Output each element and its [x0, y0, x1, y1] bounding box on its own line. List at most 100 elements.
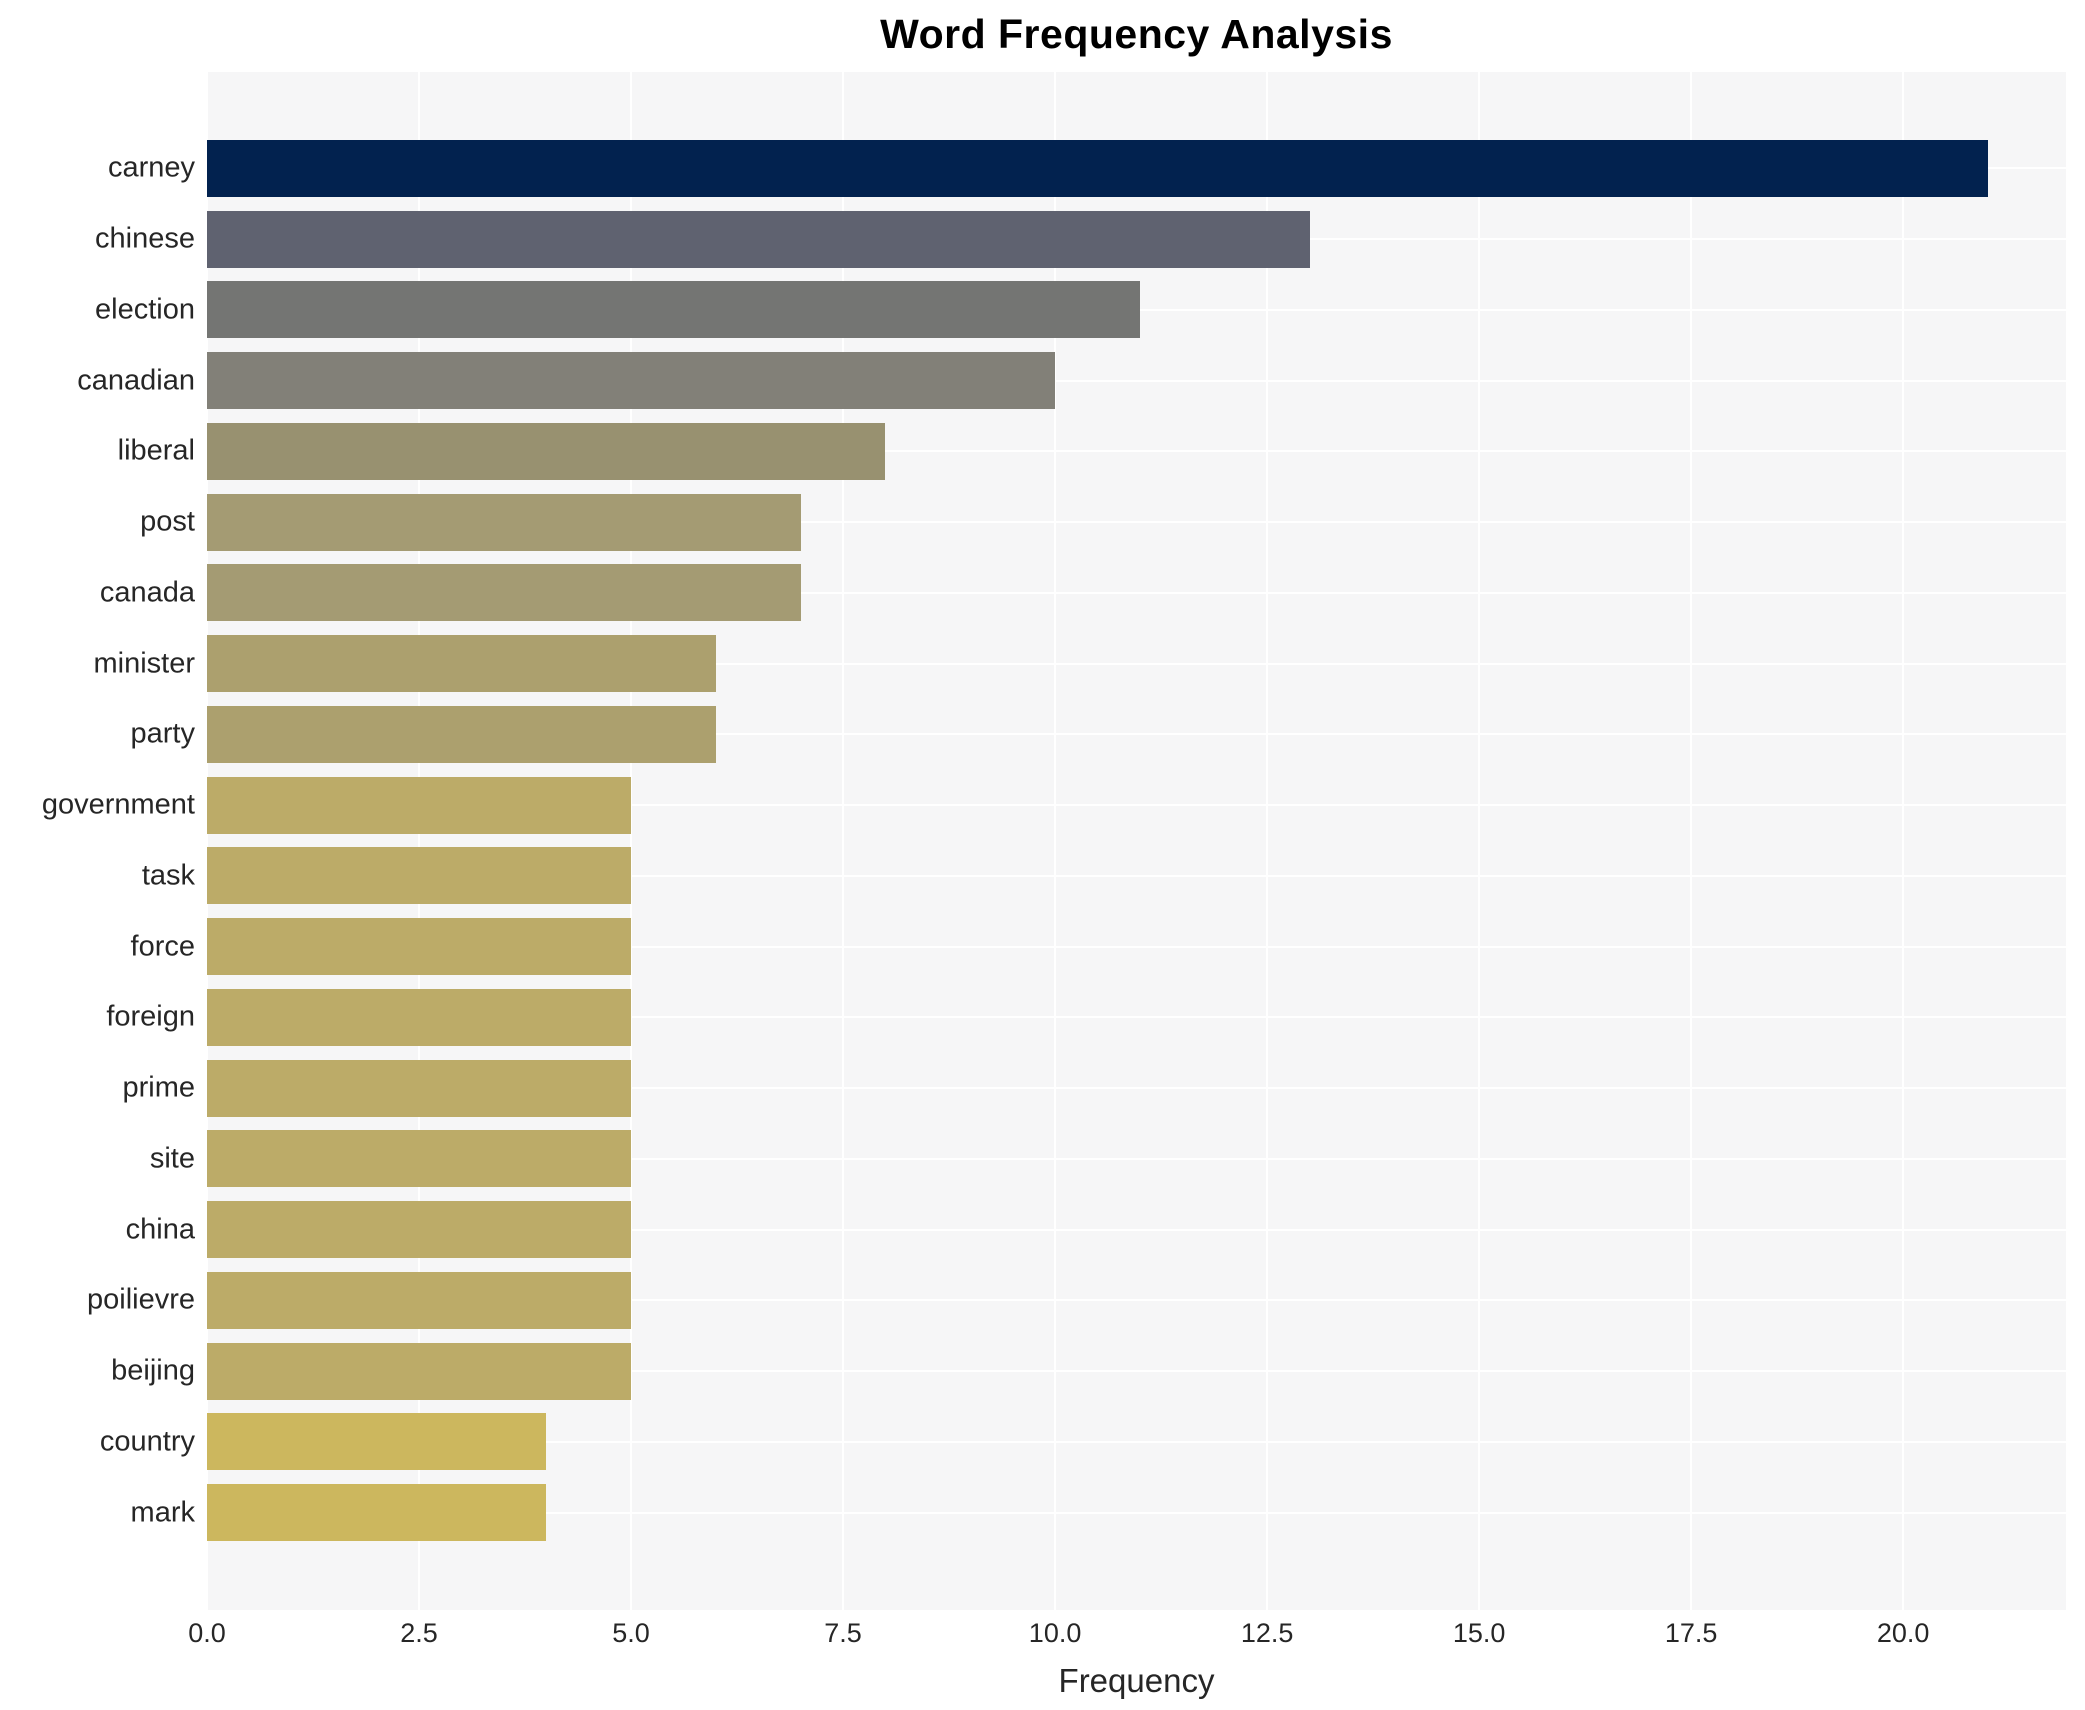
bar-row: liberal [118, 416, 2066, 487]
gridline-horizontal [207, 1440, 2066, 1443]
y-axis-label: government [41, 788, 195, 821]
bar-canadian [207, 352, 1056, 410]
gridline-vertical [630, 72, 633, 1610]
y-axis-label: mark [130, 1496, 195, 1529]
y-axis-label: liberal [117, 434, 195, 467]
gridline-horizontal [207, 1016, 2066, 1019]
gridline-horizontal [207, 874, 2066, 877]
x-tick-label: 5.0 [612, 1618, 650, 1648]
y-axis-label: chinese [95, 222, 195, 255]
bar-minister [207, 635, 716, 693]
bar-government [207, 776, 632, 834]
bar-row: post [140, 487, 2066, 558]
bar-rows: carney chinese election canadian liberal post… [42, 72, 2066, 1610]
bar-prime [207, 1059, 632, 1117]
gridline-vertical [1054, 72, 1057, 1610]
bar-row: election [95, 275, 2066, 346]
gridline-horizontal [207, 945, 2066, 948]
y-axis-label: election [95, 293, 195, 326]
bar-party [207, 705, 716, 763]
bar-election [207, 281, 1140, 339]
y-axis-label: prime [122, 1071, 195, 1104]
bar-canada [207, 564, 801, 622]
bar-chinese [207, 210, 1310, 268]
x-tick-label: 20.0 [1876, 1618, 1930, 1648]
chart-title: Word Frequency Analysis [880, 11, 1393, 57]
gridline-vertical [1902, 72, 1905, 1610]
bar-country [207, 1413, 547, 1471]
bar-task [207, 847, 632, 905]
bar-row: chinese [95, 204, 2066, 275]
y-axis-label: poilievre [87, 1283, 195, 1316]
x-tick-label: 7.5 [824, 1618, 862, 1648]
y-axis-label: country [99, 1425, 195, 1458]
y-axis-label: force [130, 930, 195, 963]
gridline-horizontal [207, 1299, 2066, 1302]
y-axis-label: canadian [77, 364, 195, 397]
bar-site [207, 1130, 632, 1188]
y-axis-label: task [141, 859, 195, 892]
x-tick-label: 10.0 [1028, 1618, 1082, 1648]
bar-row: canadian [77, 345, 2066, 416]
gridline-horizontal [207, 733, 2066, 736]
y-axis-label: beijing [111, 1354, 195, 1387]
bar-force [207, 918, 632, 976]
y-axis-label: minister [93, 647, 195, 680]
bar-row: canada [100, 558, 2066, 629]
bar-row: party [131, 699, 2066, 770]
gridline-horizontal [207, 379, 2066, 382]
x-tick-label: 17.5 [1664, 1618, 1718, 1648]
gridline-horizontal [207, 1157, 2066, 1160]
bar-carney [207, 139, 1988, 197]
gridline-horizontal [207, 1511, 2066, 1514]
x-tick-label: 15.0 [1452, 1618, 1506, 1648]
bar-row: task [142, 841, 2066, 912]
bar-row: government [42, 770, 2066, 841]
bar-row: mark [131, 1477, 2066, 1548]
gridline-vertical [206, 72, 208, 1610]
gridline-horizontal [207, 804, 2066, 807]
x-tick-label: 0.0 [188, 1618, 226, 1648]
bar-row: site [150, 1124, 2066, 1195]
y-axis-label: carney [107, 151, 195, 184]
bar-beijing [207, 1342, 632, 1400]
y-axis-label: party [130, 717, 195, 750]
bar-post [207, 493, 801, 551]
bar-row: prime [122, 1053, 2066, 1124]
gridline-vertical [1266, 72, 1269, 1610]
gridline-vertical [842, 72, 845, 1610]
gridline-horizontal [207, 662, 2066, 665]
y-axis-label: canada [99, 576, 195, 609]
x-axis-title: Frequency [1058, 1662, 1215, 1699]
bar-row: beijing [111, 1336, 2066, 1407]
y-axis-label: china [125, 1213, 195, 1246]
gridline-vertical [1690, 72, 1693, 1610]
gridline-horizontal [207, 591, 2066, 594]
gridline-horizontal [207, 1228, 2066, 1231]
gridline-horizontal [207, 521, 2066, 524]
x-axis-ticks: 0.0 2.5 5.0 7.5 10.0 12.5 15.0 17.5 20.0 [188, 1618, 2066, 1658]
bar-row: minister [93, 628, 2066, 699]
gridline-horizontal [207, 1087, 2066, 1090]
x-tick-label: 2.5 [400, 1618, 438, 1648]
bar-foreign [207, 988, 632, 1046]
gridline-vertical [1478, 72, 1481, 1610]
y-axis-label: foreign [106, 1000, 195, 1033]
bar-row: country [100, 1407, 2066, 1478]
bar-row: carney [108, 133, 2066, 204]
plot-area: carney chinese election canadian liberal post… [42, 72, 2066, 1610]
x-tick-label: 12.5 [1240, 1618, 1294, 1648]
gridline-vertical [418, 72, 421, 1610]
bar-liberal [207, 422, 886, 480]
gridline-horizontal [207, 1370, 2066, 1373]
bar-row: china [126, 1194, 2066, 1265]
gridline-horizontal [207, 450, 2066, 453]
bar-row: poilievre [87, 1265, 2066, 1336]
bar-china [207, 1201, 632, 1259]
bar-poilievre [207, 1271, 632, 1329]
bar-row: force [131, 911, 2066, 982]
bar-mark [207, 1484, 547, 1542]
bar-row: foreign [106, 982, 2066, 1053]
y-axis-label: post [140, 505, 195, 538]
